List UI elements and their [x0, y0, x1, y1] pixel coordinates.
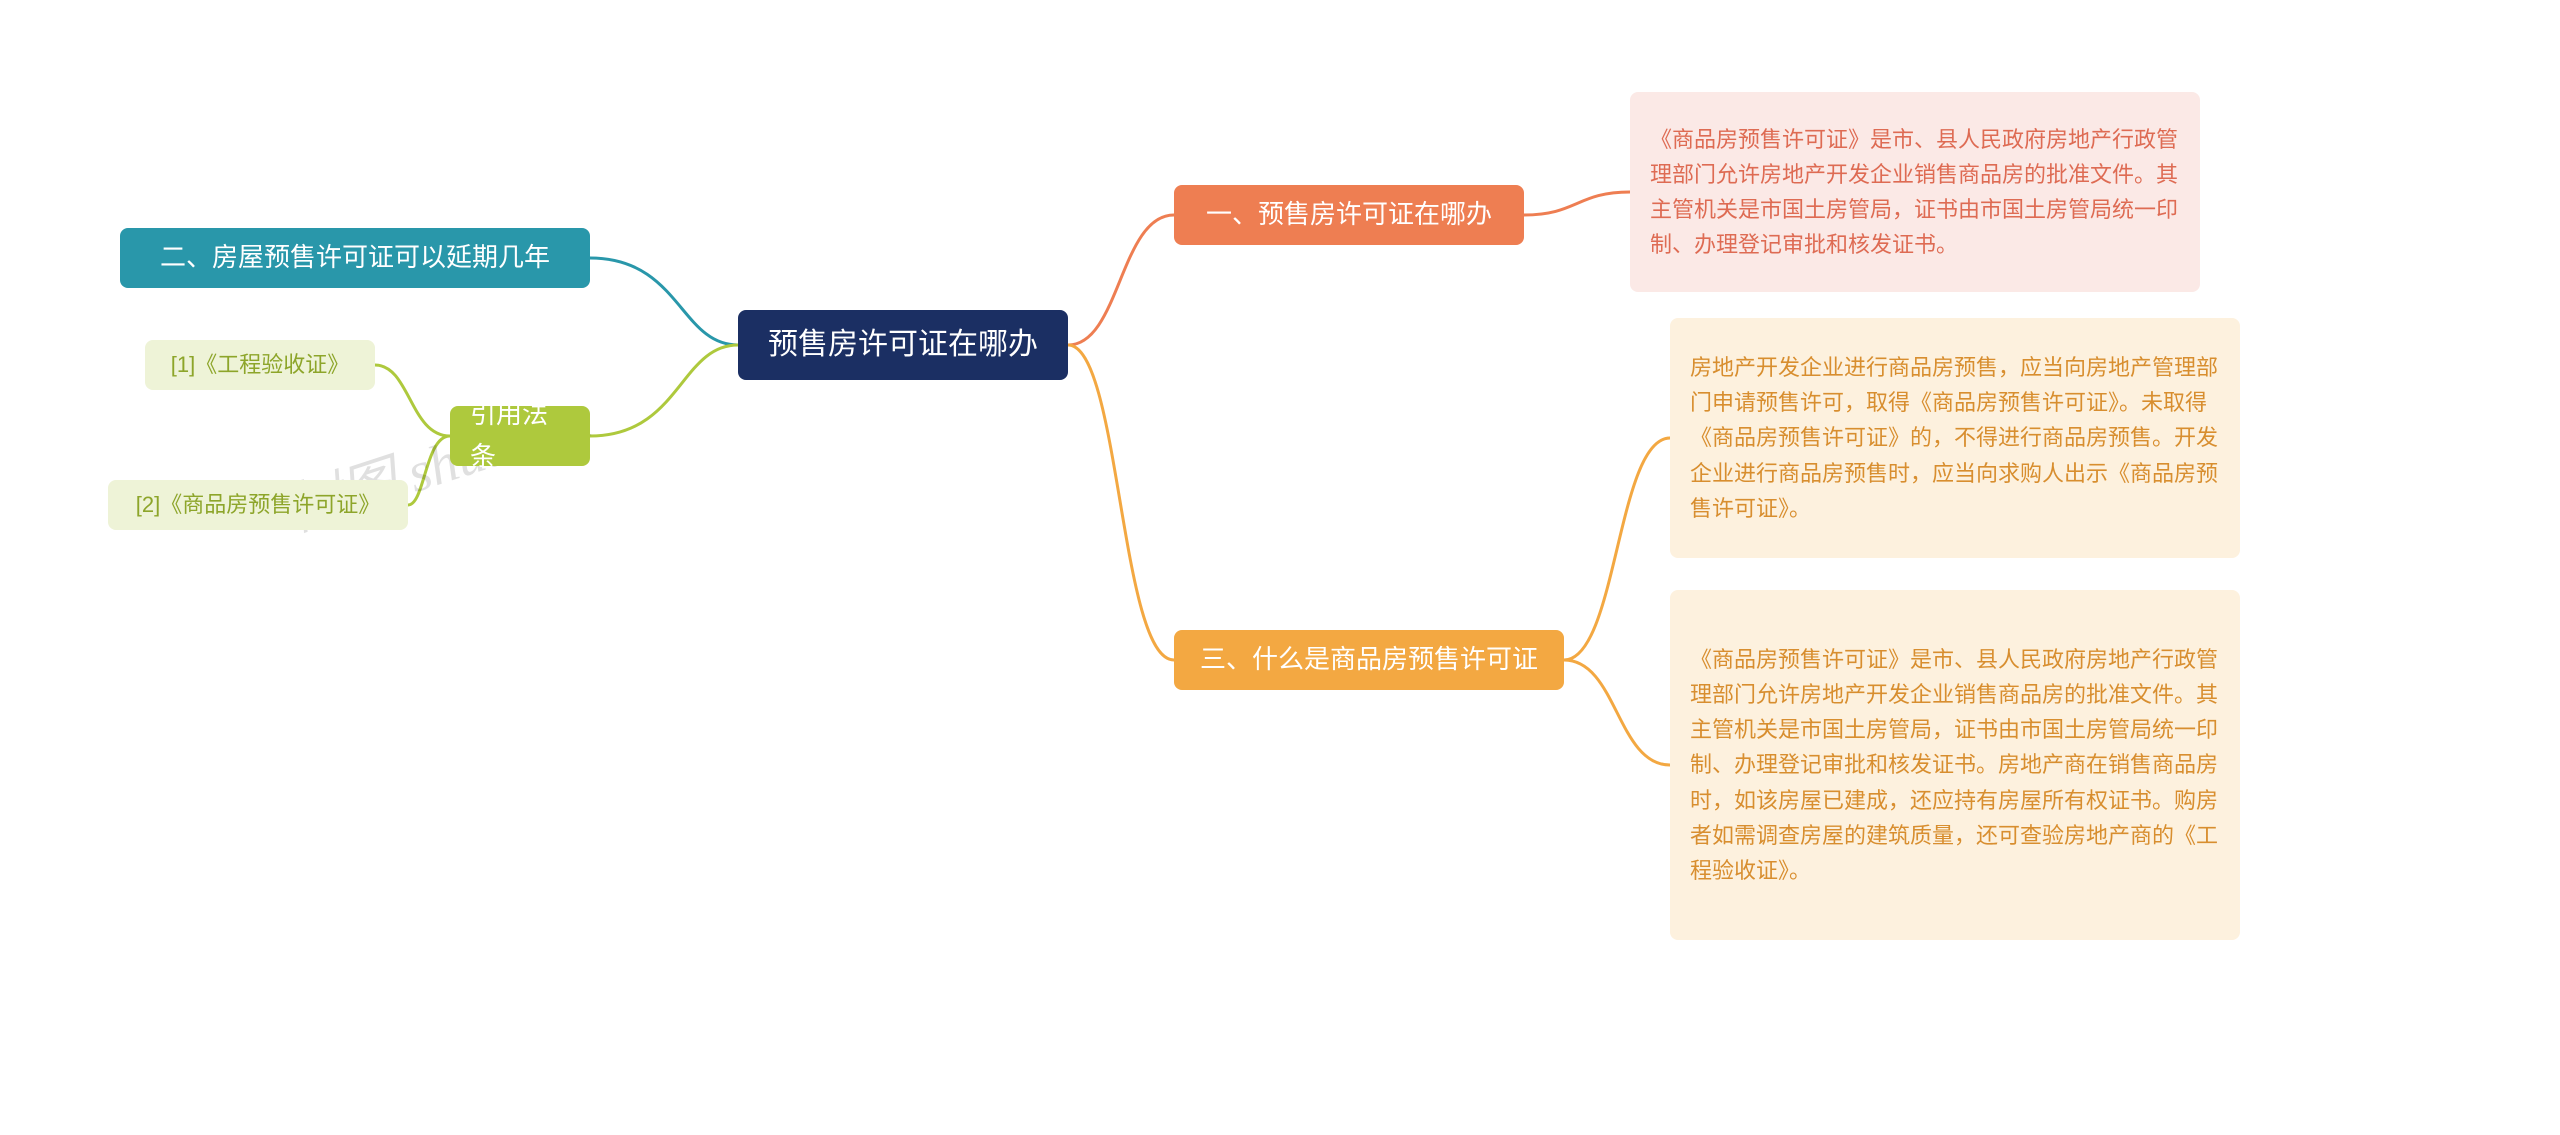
branch-3-leaf-2-text: 《商品房预售许可证》是市、县人民政府房地产行政管理部门允许房地产开发企业销售商品…	[1690, 642, 2220, 888]
branch-1-leaf[interactable]: 《商品房预售许可证》是市、县人民政府房地产行政管理部门允许房地产开发企业销售商品…	[1630, 92, 2200, 292]
branch-law-leaf-2[interactable]: [2]《商品房预售许可证》	[108, 480, 408, 530]
branch-1-leaf-text: 《商品房预售许可证》是市、县人民政府房地产行政管理部门允许房地产开发企业销售商品…	[1650, 122, 2180, 263]
edge-root-b2	[590, 258, 738, 345]
branch-3-leaf-1-text: 房地产开发企业进行商品房预售，应当向房地产管理部门申请预售许可，取得《商品房预售…	[1690, 350, 2220, 526]
branch-3-leaf-2[interactable]: 《商品房预售许可证》是市、县人民政府房地产行政管理部门允许房地产开发企业销售商品…	[1670, 590, 2240, 940]
branch-2-node[interactable]: 二、房屋预售许可证可以延期几年	[120, 228, 590, 288]
branch-3-node[interactable]: 三、什么是商品房预售许可证	[1174, 630, 1564, 690]
edge-b1-leaf	[1524, 192, 1630, 215]
root-label: 预售房许可证在哪办	[768, 321, 1038, 369]
branch-law-leaf-1[interactable]: [1]《工程验收证》	[145, 340, 375, 390]
edge-b3-leaf1	[1564, 438, 1670, 660]
branch-3-label: 三、什么是商品房预售许可证	[1200, 639, 1538, 681]
branch-1-label: 一、预售房许可证在哪办	[1206, 194, 1492, 236]
edge-b3-leaf2	[1564, 660, 1670, 765]
branch-law-leaf-1-text: [1]《工程验收证》	[171, 347, 349, 382]
edge-root-b1	[1068, 215, 1174, 345]
branch-3-leaf-1[interactable]: 房地产开发企业进行商品房预售，应当向房地产管理部门申请预售许可，取得《商品房预售…	[1670, 318, 2240, 558]
root-node[interactable]: 预售房许可证在哪办	[738, 310, 1068, 380]
branch-2-label: 二、房屋预售许可证可以延期几年	[160, 237, 550, 279]
branch-law-label: 引用法条	[470, 394, 570, 477]
edge-root-b3	[1068, 345, 1174, 660]
branch-law-node[interactable]: 引用法条	[450, 406, 590, 466]
branch-1-node[interactable]: 一、预售房许可证在哪办	[1174, 185, 1524, 245]
branch-law-leaf-2-text: [2]《商品房预售许可证》	[136, 487, 380, 522]
edge-root-law	[590, 345, 738, 436]
edge-law-l2	[408, 436, 450, 505]
edge-law-l1	[375, 365, 450, 436]
